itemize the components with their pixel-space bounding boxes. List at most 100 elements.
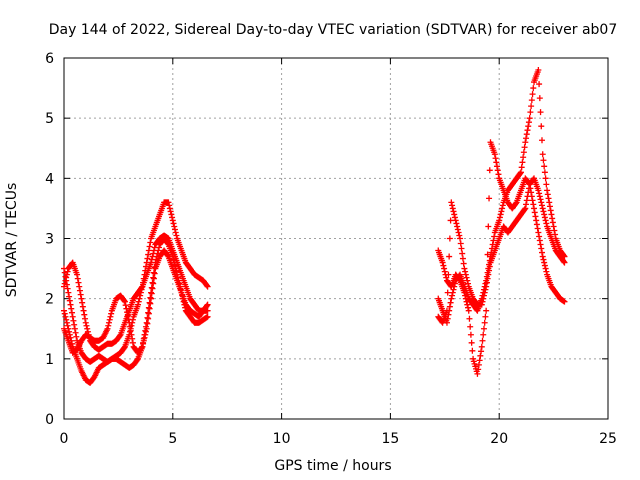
data-point [530, 201, 537, 208]
data-point [129, 339, 136, 346]
data-point [135, 298, 142, 305]
data-point [549, 215, 556, 222]
data-point [541, 262, 548, 269]
data-point [451, 214, 458, 221]
data-point [144, 255, 151, 262]
y-tick-label: 0 [45, 412, 54, 428]
data-point [127, 328, 134, 335]
data-point [150, 269, 157, 276]
data-point [495, 171, 502, 178]
data-point [541, 163, 548, 170]
data-point [147, 294, 154, 301]
data-point [146, 299, 153, 306]
data-point [164, 252, 171, 259]
data-point [462, 292, 469, 299]
data-point [144, 314, 151, 321]
data-point [67, 334, 74, 341]
data-point [75, 279, 82, 286]
data-point [443, 307, 450, 314]
data-point [148, 295, 155, 302]
data-point [148, 290, 155, 297]
data-point [170, 256, 177, 263]
data-point [531, 205, 538, 212]
data-point [536, 190, 543, 197]
data-point [529, 197, 536, 204]
data-point [134, 356, 141, 363]
data-point [142, 331, 149, 338]
data-point [486, 195, 493, 202]
y-tick-label: 5 [45, 111, 54, 127]
data-point [528, 97, 535, 104]
data-point [534, 225, 541, 232]
data-point [490, 237, 497, 244]
data-point [541, 169, 548, 176]
data-point [139, 343, 146, 350]
data-point [483, 307, 490, 314]
data-point [121, 344, 128, 351]
data-point [82, 319, 89, 326]
data-point [169, 217, 176, 224]
data-point [525, 189, 532, 196]
data-point [462, 271, 469, 278]
data-point [166, 205, 173, 212]
data-point [528, 103, 535, 110]
data-points [61, 67, 568, 386]
data-point [461, 265, 468, 272]
y-tick-label: 2 [45, 292, 54, 308]
data-point [121, 297, 128, 304]
data-point [63, 316, 70, 323]
data-point [63, 274, 70, 281]
data-point [441, 268, 448, 275]
data-point [461, 289, 468, 296]
data-point [123, 305, 130, 312]
data-point [469, 347, 476, 354]
data-point [526, 115, 533, 122]
data-point [523, 135, 530, 142]
series-track-5 [435, 67, 568, 326]
data-point [546, 203, 553, 210]
data-point [480, 325, 487, 332]
data-point [78, 295, 85, 302]
data-point [485, 271, 492, 278]
data-point [171, 223, 178, 230]
data-point [170, 220, 177, 227]
data-point [64, 268, 71, 275]
data-point [169, 214, 176, 221]
data-point [74, 275, 81, 282]
data-point [492, 155, 499, 162]
data-point [61, 280, 68, 287]
data-point [451, 211, 458, 218]
data-point [450, 286, 457, 293]
data-point [481, 319, 488, 326]
data-point [447, 299, 454, 306]
data-point [532, 213, 539, 220]
data-point [62, 277, 69, 284]
data-point [440, 262, 447, 269]
data-point [536, 95, 543, 102]
data-point [496, 214, 503, 221]
data-point [540, 256, 547, 263]
data-point [475, 366, 482, 373]
data-point [531, 209, 538, 216]
series-track-3 [61, 235, 211, 386]
data-point [145, 315, 152, 322]
data-point [441, 265, 448, 272]
data-point [165, 199, 172, 206]
data-point [539, 205, 546, 212]
data-point [538, 123, 545, 130]
data-point [74, 271, 81, 278]
data-point [512, 200, 519, 207]
data-point [107, 313, 114, 320]
data-point [448, 295, 455, 302]
data-point [538, 137, 545, 144]
data-point [544, 187, 551, 194]
data-point [455, 229, 462, 236]
data-point [63, 271, 70, 278]
data-point [145, 247, 152, 254]
data-point [116, 332, 123, 339]
data-point [549, 219, 556, 226]
data-point [171, 226, 178, 233]
data-point [173, 232, 180, 239]
data-point [63, 319, 70, 326]
x-tick-label: 15 [381, 431, 399, 447]
